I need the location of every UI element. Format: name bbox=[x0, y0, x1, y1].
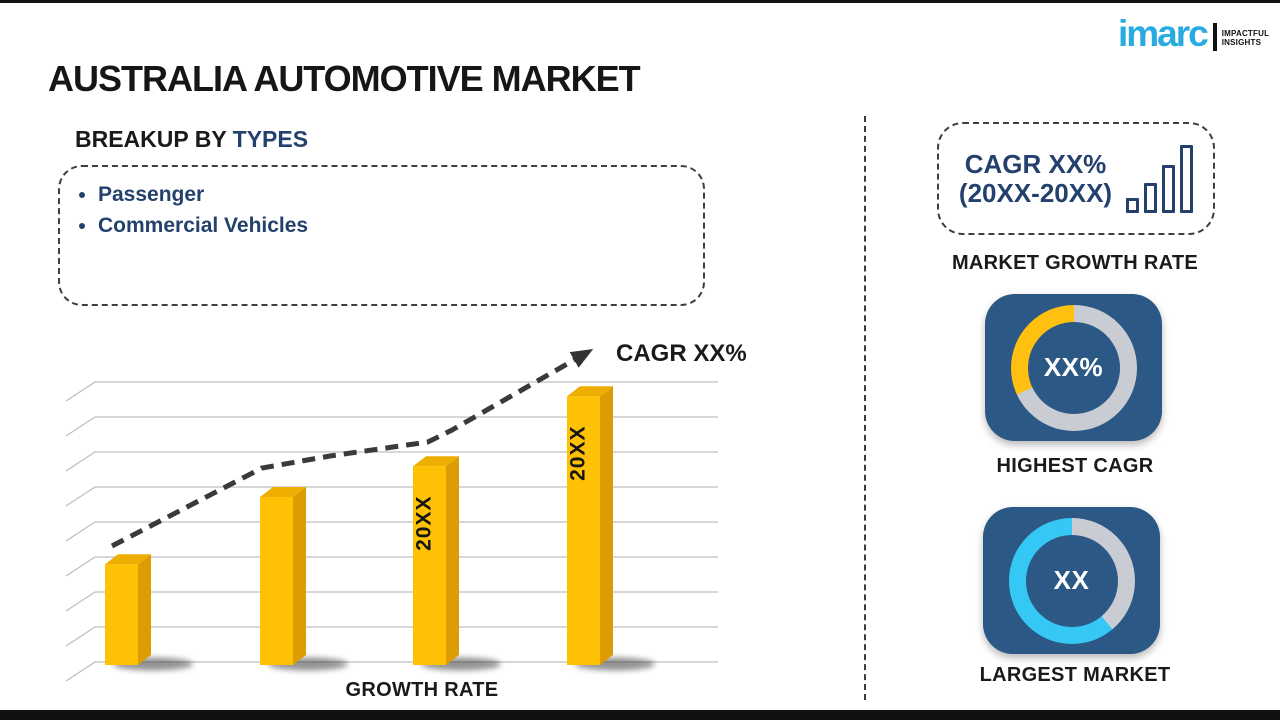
market-growth-rate-label: MARKET GROWTH RATE bbox=[951, 252, 1199, 274]
icon-bar-1 bbox=[1126, 197, 1140, 213]
donut-hole: XX bbox=[1025, 534, 1118, 627]
breakup-heading-highlight: TYPES bbox=[232, 126, 309, 152]
largest-market-value: XX bbox=[1053, 565, 1090, 595]
logo-tagline-line2: INSIGHTS bbox=[1221, 37, 1262, 47]
cagr-trend-arrow bbox=[110, 349, 594, 549]
icon-bar-2 bbox=[1144, 182, 1158, 213]
cagr-card-text: CAGR XX% (20XX-20XX) bbox=[958, 148, 1113, 208]
breakup-heading-prefix: BREAKUP BY bbox=[75, 126, 233, 152]
bar-3d bbox=[105, 554, 151, 665]
cagr-summary-card: CAGR XX% (20XX-20XX) bbox=[937, 122, 1215, 235]
growth-rate-bar-chart: 20XX 20XX bbox=[65, 349, 718, 682]
top-border-strip bbox=[0, 0, 1280, 3]
bar-3d: 20XX bbox=[413, 456, 459, 665]
chart-x-axis-label: GROWTH RATE bbox=[345, 679, 499, 701]
highest-cagr-donut-chart: XX% bbox=[1010, 304, 1137, 431]
breakup-heading: BREAKUP BY TYPES bbox=[75, 126, 308, 153]
bar-year-label: 20XX bbox=[413, 496, 436, 551]
logo-tagline: IMPACTFUL INSIGHTS bbox=[1222, 29, 1269, 47]
icon-bar-4 bbox=[1180, 144, 1194, 213]
logo-divider-bar bbox=[1212, 23, 1217, 51]
breakup-types-box: Passenger Commercial Vehicles bbox=[58, 165, 705, 306]
largest-market-donut-chart: XX bbox=[1008, 517, 1135, 644]
breakup-list: Passenger Commercial Vehicles bbox=[98, 179, 703, 241]
vertical-dashed-divider bbox=[864, 116, 866, 700]
bottom-border-strip bbox=[0, 710, 1280, 720]
breakup-item-passenger: Passenger bbox=[98, 179, 703, 210]
bar-year-label: 20XX bbox=[567, 426, 590, 481]
largest-market-tile: XX bbox=[983, 507, 1160, 654]
icon-bar-3 bbox=[1162, 164, 1176, 213]
bar-3d bbox=[260, 487, 306, 665]
highest-cagr-tile: XX% bbox=[985, 294, 1162, 441]
page-title: AUSTRALIA AUTOMOTIVE MARKET bbox=[48, 58, 641, 99]
cagr-trend-label: CAGR XX% bbox=[616, 340, 747, 367]
bars-layer: 20XX 20XX bbox=[105, 386, 613, 665]
bar-3d: 20XX bbox=[567, 386, 613, 665]
cagr-card-line1: CAGR XX% bbox=[964, 148, 1107, 179]
highest-cagr-label: HIGHEST CAGR bbox=[996, 455, 1154, 477]
rising-bar-chart-icon bbox=[1126, 144, 1194, 213]
logo-tagline-line1: IMPACTFUL bbox=[1221, 28, 1270, 38]
largest-market-label: LARGEST MARKET bbox=[979, 664, 1171, 686]
breakup-item-commercial: Commercial Vehicles bbox=[98, 210, 703, 241]
donut-hole: XX% bbox=[1027, 321, 1120, 414]
highest-cagr-value: XX% bbox=[1043, 352, 1104, 382]
cagr-card-line2: (20XX-20XX) bbox=[958, 177, 1113, 208]
chart-gridlines bbox=[65, 381, 718, 682]
imarc-logo-wordmark: imarc bbox=[1118, 13, 1209, 54]
imarc-logo: imarc IMPACTFUL INSIGHTS bbox=[1118, 13, 1269, 54]
